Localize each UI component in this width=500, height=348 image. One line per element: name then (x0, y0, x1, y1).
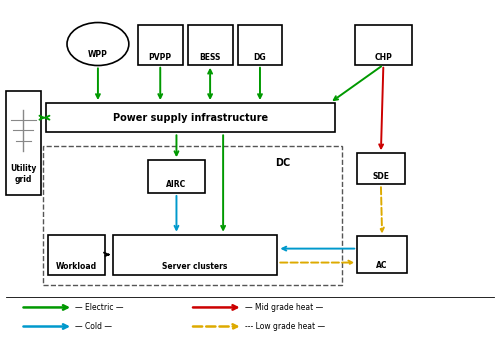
Text: BESS: BESS (200, 53, 221, 62)
Text: Workload: Workload (56, 262, 98, 271)
Text: WPP: WPP (88, 50, 108, 59)
Text: DG: DG (254, 53, 266, 62)
FancyBboxPatch shape (46, 103, 335, 132)
Text: — Electric —: — Electric — (76, 303, 124, 312)
FancyBboxPatch shape (357, 153, 405, 184)
FancyBboxPatch shape (357, 236, 407, 273)
Text: Server clusters: Server clusters (162, 262, 228, 271)
FancyBboxPatch shape (238, 25, 282, 65)
Text: AC: AC (376, 261, 388, 270)
FancyBboxPatch shape (43, 146, 342, 285)
Text: — Cold —: — Cold — (76, 322, 112, 331)
Text: Utility
grid: Utility grid (10, 164, 36, 184)
Text: PVPP: PVPP (148, 53, 172, 62)
FancyBboxPatch shape (188, 25, 232, 65)
Text: CHP: CHP (374, 53, 392, 62)
Text: — Mid grade heat —: — Mid grade heat — (245, 303, 324, 312)
FancyBboxPatch shape (138, 25, 182, 65)
Text: SDE: SDE (372, 172, 390, 181)
FancyBboxPatch shape (6, 91, 40, 195)
FancyBboxPatch shape (113, 235, 278, 275)
Text: --- Low grade heat —: --- Low grade heat — (245, 322, 325, 331)
Circle shape (67, 23, 129, 65)
Text: Power supply infrastructure: Power supply infrastructure (112, 113, 268, 123)
FancyBboxPatch shape (48, 235, 106, 275)
Text: DC: DC (275, 158, 290, 168)
Text: AIRC: AIRC (166, 180, 186, 189)
FancyBboxPatch shape (148, 160, 205, 193)
FancyBboxPatch shape (354, 25, 412, 65)
